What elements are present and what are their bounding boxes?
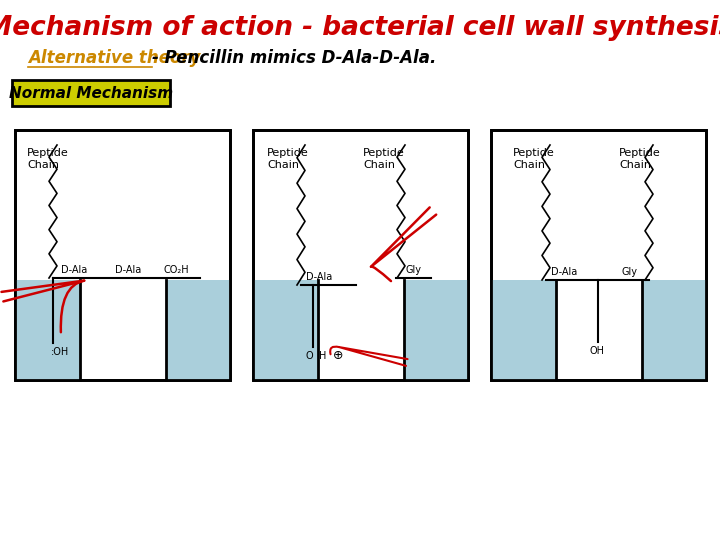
Bar — [15, 280, 79, 380]
Text: CO₂H: CO₂H — [163, 265, 189, 275]
Bar — [403, 280, 468, 380]
Text: Peptide
Chain: Peptide Chain — [363, 148, 405, 170]
Text: Alternative theory: Alternative theory — [28, 49, 200, 67]
Bar — [12, 80, 170, 106]
Bar — [491, 130, 706, 380]
Text: Mechanism of action - bacterial cell wall synthesis: Mechanism of action - bacterial cell wal… — [0, 15, 720, 41]
Text: Gly: Gly — [621, 267, 637, 277]
Bar — [166, 280, 230, 380]
Text: Normal Mechanism: Normal Mechanism — [9, 85, 173, 100]
Text: ⊕: ⊕ — [333, 349, 343, 362]
Text: Peptide
Chain: Peptide Chain — [267, 148, 309, 170]
Text: D-Ala: D-Ala — [61, 265, 87, 275]
Text: D-Ala: D-Ala — [551, 267, 577, 277]
Bar — [15, 130, 230, 380]
Bar — [491, 280, 556, 380]
Bar — [642, 280, 706, 380]
Text: OH: OH — [590, 346, 605, 356]
Text: D-Ala: D-Ala — [115, 265, 141, 275]
Bar — [253, 280, 318, 380]
Text: H: H — [319, 351, 326, 361]
Text: :OH: :OH — [51, 347, 69, 357]
Text: D-Ala: D-Ala — [306, 272, 332, 282]
Bar — [15, 130, 230, 380]
Text: O: O — [305, 351, 312, 361]
Bar — [491, 130, 706, 380]
Text: - Pencillin mimics D-Ala-D-Ala.: - Pencillin mimics D-Ala-D-Ala. — [152, 49, 436, 67]
Bar — [253, 130, 468, 380]
Bar — [253, 130, 468, 380]
Text: Peptide
Chain: Peptide Chain — [513, 148, 554, 170]
Text: Gly: Gly — [406, 265, 422, 275]
Text: Peptide
Chain: Peptide Chain — [619, 148, 661, 170]
Text: Peptide
Chain: Peptide Chain — [27, 148, 68, 170]
